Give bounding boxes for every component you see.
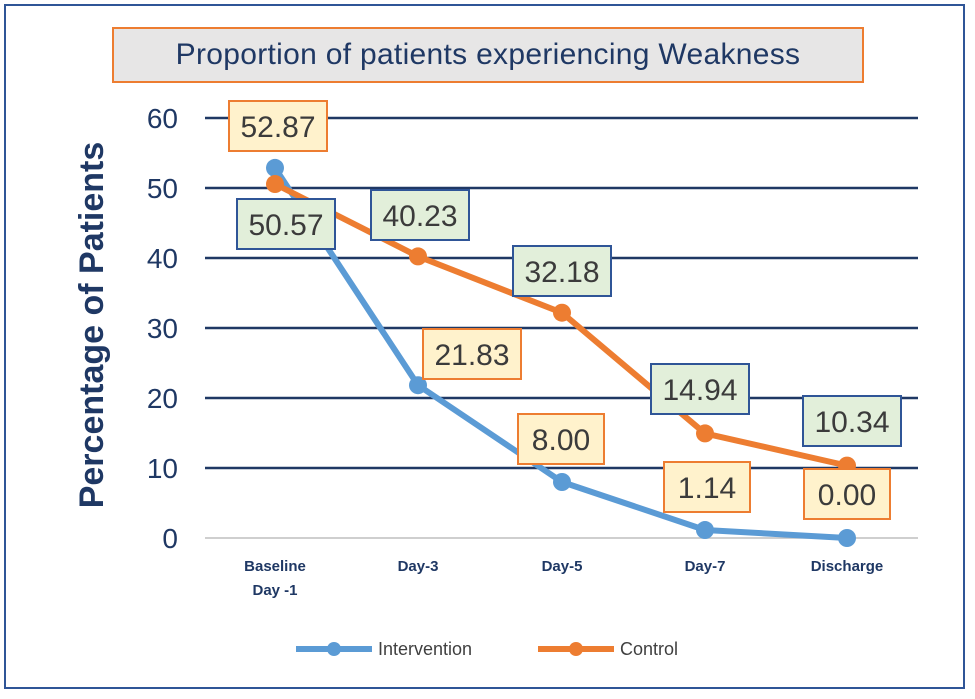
control-data-label-box-3 — [650, 363, 750, 415]
intervention-data-label-box-2 — [517, 413, 605, 465]
legend: Intervention Control — [296, 639, 678, 659]
intervention-data-label-3: 1.14 — [678, 472, 736, 505]
intervention-data-label-4: 0.00 — [818, 479, 876, 512]
intervention-data-label-box-1 — [422, 328, 522, 380]
chart-title-text: Proportion of patients experiencing Weak… — [175, 38, 801, 71]
intervention-point-3 — [696, 521, 714, 540]
control-legend-marker — [569, 642, 583, 656]
intervention-data-labels: 52.87 21.83 8.00 1.14 0.00 — [228, 100, 891, 520]
x-tick-label-3: Day-7 — [685, 558, 726, 575]
y-tick-label-50: 50 — [147, 173, 178, 204]
control-data-label-box-4 — [802, 395, 902, 447]
intervention-data-label-box-4 — [803, 468, 891, 520]
control-point-1 — [409, 247, 427, 266]
control-data-label-3: 14.94 — [662, 374, 737, 407]
chart-title: Proportion of patients experiencing Weak… — [112, 27, 864, 83]
intervention-data-label-0: 52.87 — [240, 111, 315, 144]
y-tick-label-10: 10 — [147, 453, 178, 484]
y-axis-label: Percentage of Patients — [73, 141, 111, 509]
control-data-label-box-0 — [236, 198, 336, 250]
y-tick-label-60: 60 — [147, 103, 178, 134]
intervention-point-4 — [838, 529, 856, 547]
y-tick-label-0: 0 — [162, 523, 178, 554]
control-data-label-1: 40.23 — [382, 200, 457, 233]
x-tick-label-0-1: Day -1 — [252, 582, 297, 599]
intervention-point-1 — [409, 376, 427, 395]
intervention-data-label-box-0 — [228, 100, 328, 152]
y-tick-label-20: 20 — [147, 383, 178, 414]
x-tick-label-2: Day-5 — [542, 558, 583, 575]
control-point-0 — [266, 175, 284, 194]
control-legend-label: Control — [620, 639, 678, 659]
x-tick-label-0-0: Baseline — [244, 558, 306, 575]
control-data-label-2: 32.18 — [524, 256, 599, 289]
control-data-label-box-1 — [370, 189, 470, 241]
intervention-legend-marker — [327, 642, 341, 656]
x-tick-label-4: Discharge — [811, 558, 884, 575]
y-tick-label-40: 40 — [147, 243, 178, 274]
control-point-3 — [696, 424, 714, 443]
x-tick-label-1: Day-3 — [398, 558, 439, 575]
control-data-label-0: 50.57 — [248, 209, 323, 242]
intervention-point-2 — [553, 473, 571, 491]
control-point-2 — [553, 303, 571, 322]
intervention-legend-label: Intervention — [378, 639, 472, 659]
intervention-point-0 — [266, 158, 284, 177]
control-data-labels: 50.57 40.23 32.18 14.94 10.34 — [236, 189, 902, 447]
control-data-label-4: 10.34 — [814, 406, 889, 439]
intervention-data-label-1: 21.83 — [434, 339, 509, 372]
intervention-data-label-2: 8.00 — [532, 424, 590, 457]
control-data-label-box-2 — [512, 245, 612, 297]
intervention-data-label-box-3 — [663, 461, 751, 513]
y-tick-label-30: 30 — [147, 313, 178, 344]
